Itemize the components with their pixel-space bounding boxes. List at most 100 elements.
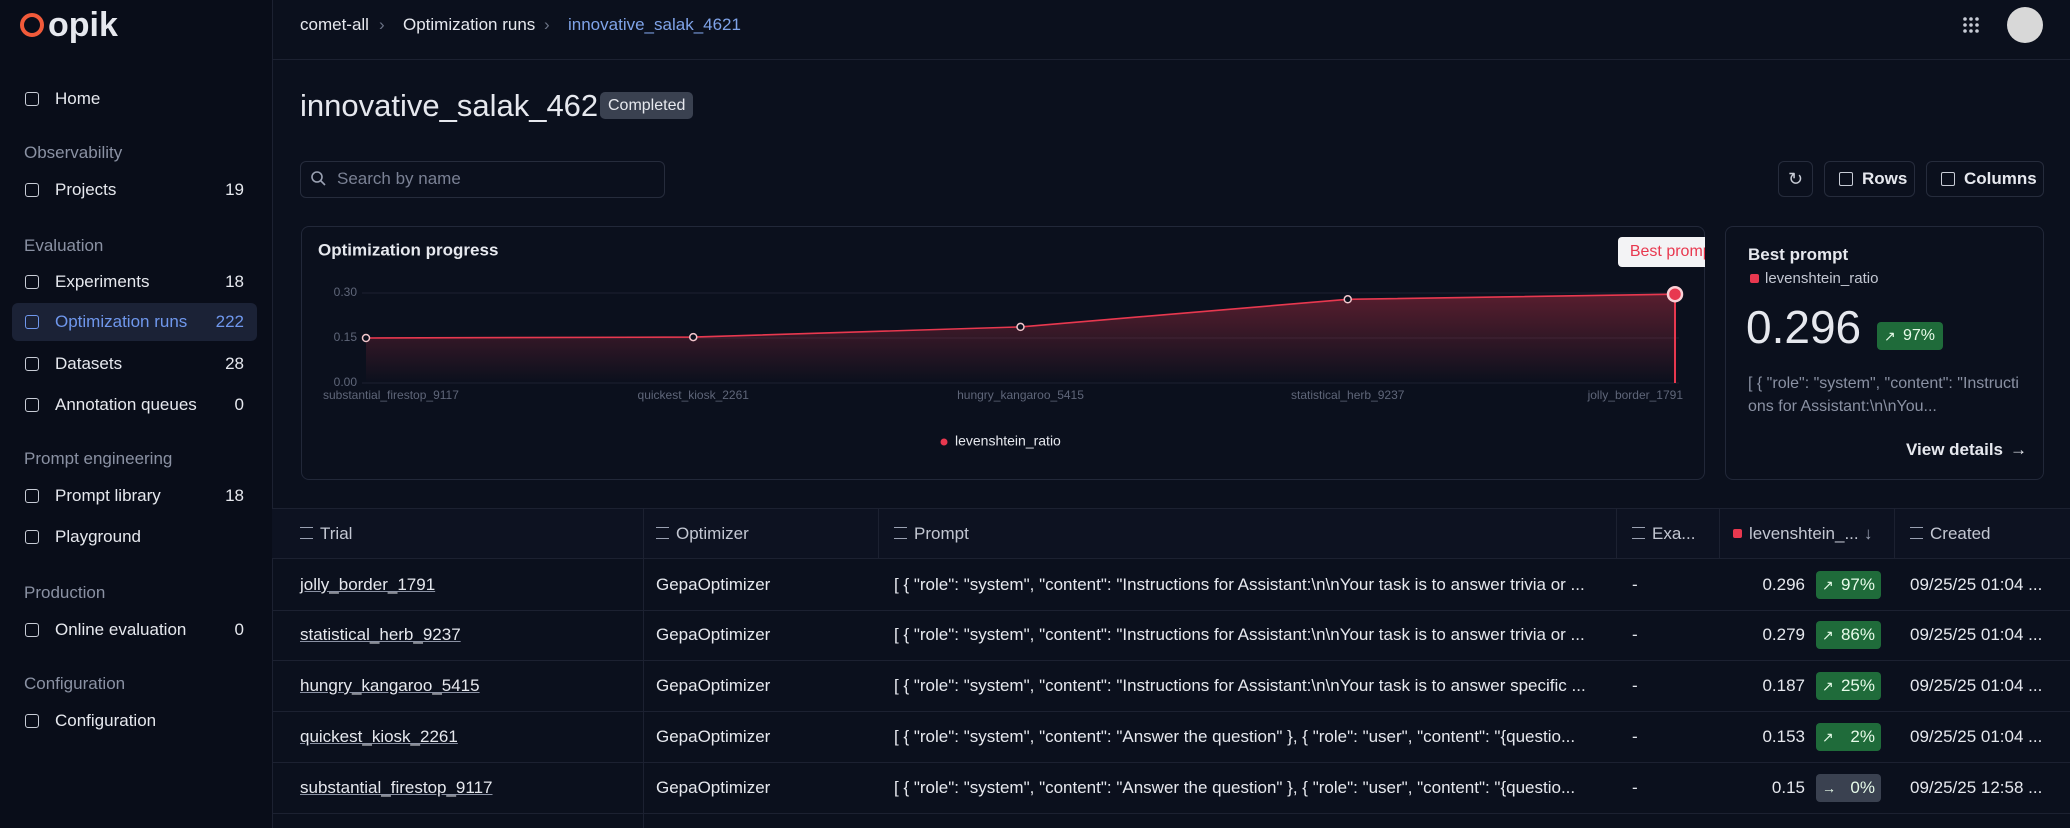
sidebar-count: 222 <box>215 312 244 331</box>
annotation-bg <box>1618 237 1705 267</box>
sidebar-item[interactable]: Playground <box>55 527 142 546</box>
sidebar-section: Prompt engineering <box>24 449 173 468</box>
column-header[interactable]: Optimizer <box>676 524 749 543</box>
apps-icon[interactable] <box>1961 15 1981 35</box>
created-cell: 09/25/25 01:04 ... <box>1910 625 2043 644</box>
best-prompt-value: 0.296 <box>1746 301 1862 353</box>
point <box>1666 285 1684 303</box>
area <box>366 294 1675 383</box>
chart-title: Optimization progress <box>318 240 498 259</box>
brand: opik <box>48 6 118 44</box>
legend-marker <box>940 438 948 446</box>
sidebar-item[interactable]: Annotation queues <box>55 395 197 414</box>
best-prompt-title: Best prompt <box>1748 245 1849 264</box>
breadcrumb[interactable]: Optimization runs <box>403 15 536 34</box>
examples-cell: - <box>1632 575 1638 594</box>
score-cell: 0.279 <box>1762 625 1805 644</box>
sidebar-section: Configuration <box>24 674 126 693</box>
examples-cell: - <box>1632 676 1638 695</box>
trial-link[interactable]: jolly_border_1791 <box>300 575 436 594</box>
created-cell: 09/25/25 01:04 ... <box>1910 575 2043 594</box>
trial-link[interactable]: substantial_firestop_9117 <box>300 778 493 797</box>
legend-label: levenshtein_ratio <box>955 433 1061 449</box>
toolbar-button-label[interactable]: Rows <box>1862 169 1908 188</box>
created-cell: 09/25/25 01:04 ... <box>1910 676 2043 695</box>
column-icon <box>656 527 669 539</box>
y-tick-label: 0.15 <box>334 330 358 344</box>
optimizer-cell: GepaOptimizer <box>656 727 771 746</box>
sidebar-count: 0 <box>234 395 244 414</box>
trial-link[interactable]: quickest_kiosk_2261 <box>300 727 458 746</box>
column-border <box>1616 509 1617 558</box>
change-badge: 2% <box>1816 723 1881 751</box>
sidebar-item[interactable]: Prompt library <box>55 486 161 505</box>
point <box>361 333 371 343</box>
metric-marker <box>1750 274 1759 283</box>
avatar[interactable] <box>2007 7 2043 43</box>
sidebar-item[interactable]: Projects <box>55 180 117 199</box>
column-border <box>1894 509 1895 558</box>
x-tick-label: jolly_border_1791 <box>1587 388 1684 402</box>
sidebar-section: Observability <box>24 143 123 162</box>
column-border <box>1719 509 1720 558</box>
trial-link[interactable]: hungry_kangaroo_5415 <box>300 676 480 695</box>
toolbar-button-label[interactable]: Columns <box>1964 169 2037 188</box>
column-icon <box>894 527 907 539</box>
toolbar-button <box>1824 161 1915 197</box>
sidebar-item[interactable]: Experiments <box>55 272 150 291</box>
trial-link[interactable]: statistical_herb_9237 <box>300 625 461 644</box>
column-header[interactable]: levenshtein_... <box>1749 524 1859 543</box>
best-prompt-card <box>1725 226 2044 480</box>
prompt-cell: [ { "role": "system", "content": "Instru… <box>894 676 1586 695</box>
view-details-link[interactable]: View details <box>1906 440 2004 459</box>
sidebar-icon <box>25 489 39 503</box>
point <box>1343 295 1352 304</box>
column-header[interactable]: Created <box>1930 524 1991 543</box>
x-tick-label: hungry_kangaroo_5415 <box>957 388 1084 402</box>
column-header[interactable]: Prompt <box>914 524 969 543</box>
breadcrumb[interactable]: comet-all <box>300 15 369 34</box>
change-badge: 86% <box>1816 621 1881 649</box>
status-badge: Completed <box>600 92 694 119</box>
column-header[interactable]: Trial <box>320 524 353 543</box>
trend-arrow: ↗ <box>1822 678 1834 694</box>
sidebar-item[interactable]: Optimization runs <box>55 312 188 331</box>
sidebar-item[interactable]: Home <box>55 89 101 108</box>
refresh-button[interactable]: ↻ <box>1778 161 1813 197</box>
toolbar-button <box>1926 161 2044 197</box>
optimizer-cell: GepaOptimizer <box>656 625 771 644</box>
score-cell: 0.296 <box>1762 575 1805 594</box>
best-prompt-change: 97% <box>1877 322 1944 350</box>
logo-icon <box>20 13 44 37</box>
sidebar-item[interactable]: Online evaluation <box>55 620 187 639</box>
sidebar-icon <box>25 530 39 544</box>
search-box[interactable] <box>300 161 665 198</box>
column-icon <box>1910 527 1923 539</box>
x-tick-label: statistical_herb_9237 <box>1291 388 1405 402</box>
sidebar-item[interactable]: Datasets <box>55 354 123 373</box>
table-top-border <box>272 508 2070 509</box>
column-icon <box>1632 527 1645 539</box>
sidebar-icon <box>25 183 39 197</box>
sidebar-count: 28 <box>225 354 244 373</box>
sidebar-icon <box>25 92 39 106</box>
trend-arrow: ↗ <box>1822 627 1834 643</box>
y-tick-label: 0.30 <box>334 285 358 299</box>
column-border <box>643 509 644 828</box>
column-border <box>878 509 879 558</box>
change-badge: 97% <box>1816 571 1881 599</box>
sidebar-item[interactable]: Configuration <box>55 711 157 730</box>
optimizer-cell: GepaOptimizer <box>656 575 771 594</box>
breadcrumb[interactable]: innovative_salak_4621 <box>568 15 741 34</box>
row-border <box>272 610 2070 611</box>
examples-cell: - <box>1632 625 1638 644</box>
score-cell: 0.187 <box>1762 676 1805 695</box>
x-tick-label: substantial_firestop_9117 <box>323 388 459 402</box>
table-header-bg <box>272 509 2070 559</box>
column-header[interactable]: Exa... <box>1652 524 1696 543</box>
trend-arrow: ↗ <box>1822 577 1834 593</box>
sidebar-active-bg <box>12 303 257 341</box>
sidebar-section: Production <box>24 583 106 602</box>
examples-cell: - <box>1632 727 1638 746</box>
prompt-cell: [ { "role": "system", "content": "Instru… <box>894 625 1585 644</box>
